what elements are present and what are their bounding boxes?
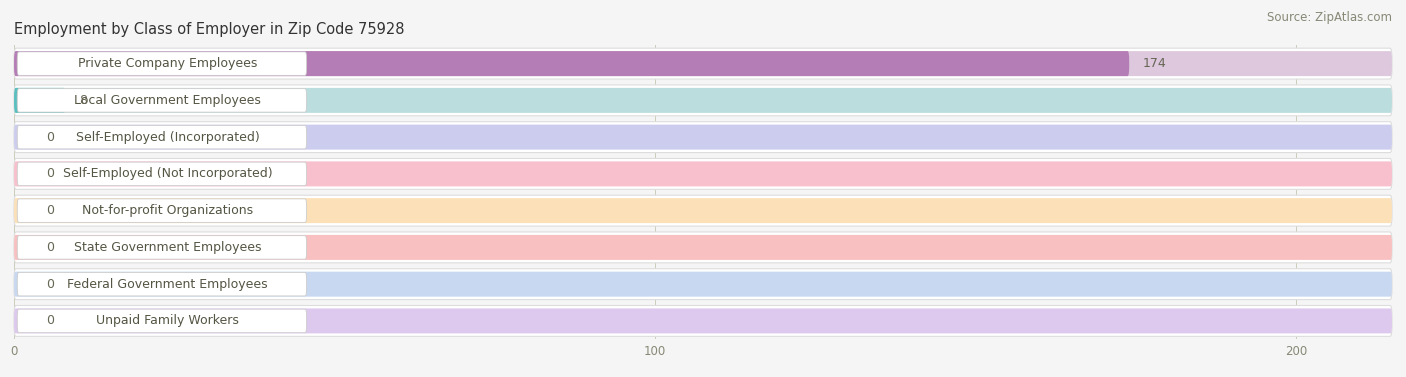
- FancyBboxPatch shape: [14, 85, 1392, 116]
- Text: Not-for-profit Organizations: Not-for-profit Organizations: [82, 204, 253, 217]
- FancyBboxPatch shape: [14, 232, 1392, 263]
- FancyBboxPatch shape: [17, 309, 307, 333]
- Text: 174: 174: [1143, 57, 1167, 70]
- Text: 8: 8: [79, 94, 87, 107]
- Text: 0: 0: [46, 167, 53, 180]
- FancyBboxPatch shape: [14, 158, 1392, 189]
- FancyBboxPatch shape: [17, 273, 307, 296]
- Text: Local Government Employees: Local Government Employees: [75, 94, 262, 107]
- FancyBboxPatch shape: [14, 51, 1129, 76]
- FancyBboxPatch shape: [14, 195, 1392, 226]
- FancyBboxPatch shape: [17, 52, 307, 75]
- FancyBboxPatch shape: [17, 236, 307, 259]
- FancyBboxPatch shape: [14, 272, 1392, 297]
- Text: Self-Employed (Incorporated): Self-Employed (Incorporated): [76, 131, 260, 144]
- FancyBboxPatch shape: [17, 89, 307, 112]
- Text: Source: ZipAtlas.com: Source: ZipAtlas.com: [1267, 11, 1392, 24]
- Text: Unpaid Family Workers: Unpaid Family Workers: [96, 314, 239, 327]
- FancyBboxPatch shape: [14, 88, 65, 113]
- FancyBboxPatch shape: [17, 199, 307, 222]
- Text: Private Company Employees: Private Company Employees: [79, 57, 257, 70]
- Text: Employment by Class of Employer in Zip Code 75928: Employment by Class of Employer in Zip C…: [14, 22, 405, 37]
- FancyBboxPatch shape: [14, 122, 1392, 153]
- Text: 0: 0: [46, 131, 53, 144]
- Text: Self-Employed (Not Incorporated): Self-Employed (Not Incorporated): [63, 167, 273, 180]
- FancyBboxPatch shape: [17, 162, 307, 185]
- FancyBboxPatch shape: [14, 51, 1392, 76]
- FancyBboxPatch shape: [14, 305, 1392, 336]
- Text: State Government Employees: State Government Employees: [75, 241, 262, 254]
- Text: Federal Government Employees: Federal Government Employees: [67, 278, 269, 291]
- FancyBboxPatch shape: [14, 235, 1392, 260]
- FancyBboxPatch shape: [14, 269, 1392, 300]
- Text: 0: 0: [46, 241, 53, 254]
- FancyBboxPatch shape: [14, 308, 1392, 333]
- FancyBboxPatch shape: [14, 125, 1392, 150]
- Text: 0: 0: [46, 314, 53, 327]
- Text: 0: 0: [46, 278, 53, 291]
- Text: 0: 0: [46, 204, 53, 217]
- FancyBboxPatch shape: [14, 198, 1392, 223]
- FancyBboxPatch shape: [14, 88, 1392, 113]
- FancyBboxPatch shape: [14, 161, 1392, 186]
- FancyBboxPatch shape: [17, 126, 307, 149]
- FancyBboxPatch shape: [14, 48, 1392, 79]
